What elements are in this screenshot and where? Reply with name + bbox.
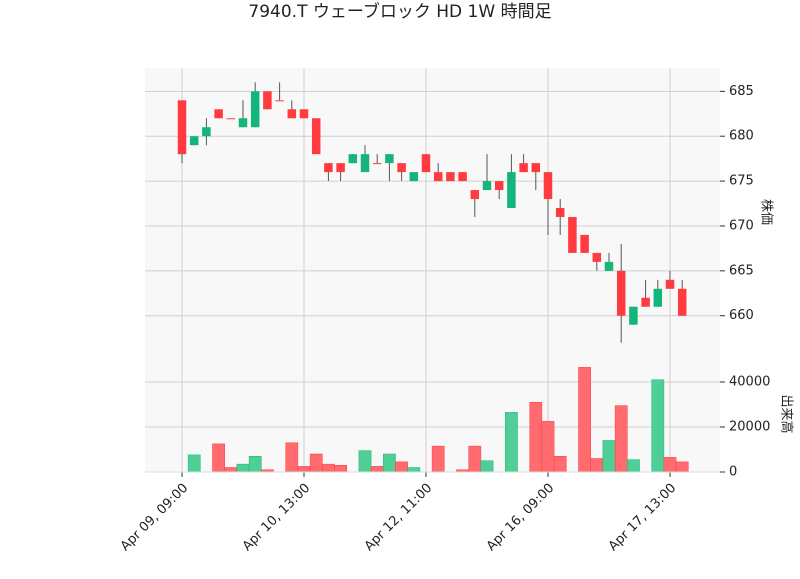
candle-body — [482, 181, 492, 191]
y2-tick-label: 20000 — [729, 419, 770, 434]
x-tick-label: Apr 09, 09:00 — [118, 481, 191, 554]
candle-body — [311, 118, 321, 155]
volume-bar — [468, 445, 482, 473]
candle-body — [580, 234, 589, 253]
candle-body — [421, 154, 431, 173]
candle-body — [543, 172, 553, 200]
candle-body — [214, 109, 223, 119]
candle-body — [299, 109, 309, 119]
candle-body — [604, 261, 614, 271]
volume-bar — [383, 453, 396, 473]
candle-body — [494, 181, 504, 191]
candle-body — [372, 163, 382, 165]
volume-bar — [578, 367, 591, 473]
candle-body — [446, 172, 455, 182]
candle-body — [238, 118, 248, 128]
volume-bar — [614, 405, 628, 473]
y2-tick-label: 40000 — [729, 374, 770, 389]
x-tick-label: Apr 17, 13:00 — [606, 481, 679, 554]
candle-body — [275, 100, 284, 102]
candle-body — [360, 154, 370, 173]
volume-bar — [248, 455, 262, 473]
candle-body — [348, 154, 358, 164]
volume-bar — [297, 466, 311, 473]
x-tick-label: Apr 12, 11:00 — [362, 481, 435, 554]
y-tick-label: 685 — [729, 84, 754, 99]
volume-bar — [663, 457, 677, 473]
y-tick-label: 680 — [729, 129, 754, 144]
candle-body — [665, 279, 675, 289]
candle-body — [177, 100, 187, 155]
candle-body — [287, 109, 297, 119]
volume-bar — [627, 459, 640, 473]
volume-bar — [590, 458, 604, 473]
candle-body — [616, 270, 626, 316]
volume-bar — [309, 453, 323, 473]
x-tick-label: Apr 16, 09:00 — [484, 481, 557, 554]
candle-body — [568, 216, 577, 253]
y-tick-label: 670 — [729, 218, 754, 233]
y-tick-label: 675 — [729, 174, 754, 189]
volume-bar — [651, 379, 665, 473]
candle-body — [629, 306, 638, 325]
candle-body — [677, 288, 687, 316]
candle-body — [507, 172, 516, 209]
volume-bar — [358, 450, 372, 473]
candle-body — [409, 172, 419, 182]
candle-body — [324, 163, 333, 173]
volume-bar — [212, 443, 225, 473]
volume-bar — [285, 442, 299, 473]
volume-bar — [541, 421, 555, 473]
candle-body — [519, 163, 528, 173]
candle-body — [433, 172, 443, 182]
x-tick-label: Apr 10, 13:00 — [240, 481, 313, 554]
candle-body — [397, 163, 406, 173]
candle-body — [226, 118, 236, 120]
candle-body — [470, 190, 480, 200]
candle-body — [458, 172, 467, 182]
volume-bar — [224, 467, 238, 473]
candle-body — [336, 163, 345, 173]
candle-body — [641, 297, 650, 307]
chart-title: 7940.T ウェーブロック HD 1W 時間足 — [248, 1, 551, 22]
volume-bar — [322, 463, 335, 473]
volume-bar — [370, 466, 384, 473]
candle-body — [263, 91, 272, 110]
candle-body — [531, 163, 541, 173]
volume-bar — [407, 467, 421, 473]
y-tick-label: 660 — [729, 308, 754, 323]
y2-axis-label: 出来高 — [779, 394, 795, 433]
y2-tick-label: 0 — [729, 465, 737, 480]
candle-body — [385, 154, 394, 164]
candle-body — [202, 127, 211, 137]
y-axis-label: 株価 — [759, 199, 774, 225]
volume-bar — [187, 454, 201, 473]
volume-bar — [431, 445, 445, 473]
volume-bar — [529, 401, 543, 473]
volume-bar — [236, 463, 250, 473]
y-tick-label: 665 — [729, 263, 754, 278]
candle-body — [653, 288, 663, 307]
volume-bar — [480, 460, 494, 473]
volume-bar — [553, 455, 567, 473]
volume-bar — [602, 440, 616, 473]
candle-body — [189, 136, 199, 146]
volume-bar — [505, 412, 518, 473]
volume-bar — [395, 461, 408, 473]
candle-body — [250, 91, 260, 128]
candle-body — [592, 252, 602, 262]
candle-body — [555, 208, 565, 217]
volume-bar — [675, 461, 689, 473]
volume-bar — [334, 464, 347, 473]
